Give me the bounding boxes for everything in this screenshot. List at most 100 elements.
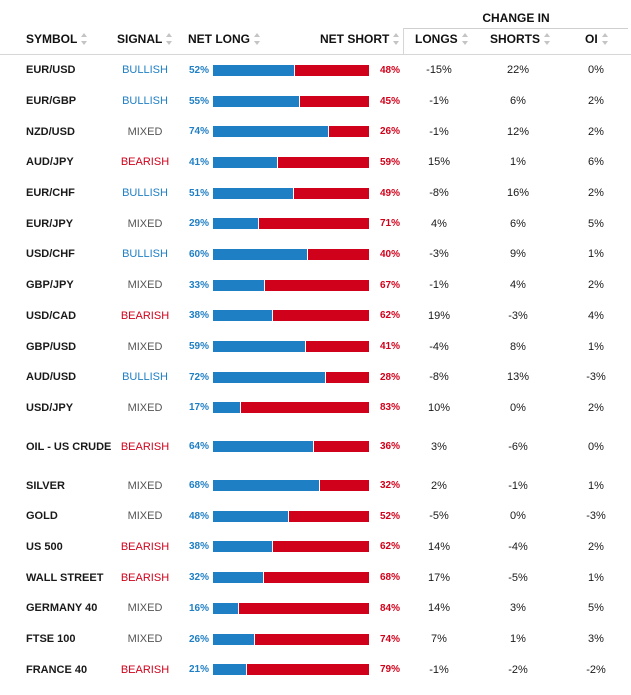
table-row[interactable]: OIL - US CRUDE BEARISH 64% 36% 3% -6% 0% [0, 423, 631, 470]
table-row[interactable]: USD/CAD BEARISH 38% 62% 19% -3% 4% [0, 301, 631, 332]
table-row[interactable]: GBP/USD MIXED 59% 41% -4% 8% 1% [0, 331, 631, 362]
net-long-value: 26% [188, 633, 209, 645]
net-long-bar [213, 156, 277, 168]
symbol-cell[interactable]: USD/CHF [26, 248, 75, 261]
sort-icon[interactable] [254, 32, 261, 45]
net-position-bar [213, 239, 369, 270]
change-oi-value: 4% [588, 309, 604, 322]
symbol-cell[interactable]: GBP/JPY [26, 279, 74, 292]
net-position-bar [213, 624, 369, 655]
change-shorts-value: 13% [506, 371, 530, 384]
header-symbol[interactable]: SYMBOL [26, 28, 88, 54]
signal-cell: BULLISH [122, 248, 168, 261]
change-oi-value: 3% [588, 633, 604, 646]
net-short-value: 68% [379, 572, 400, 584]
bar-divider [262, 572, 264, 584]
net-position-bar [213, 331, 369, 362]
net-short-bar [213, 248, 369, 260]
net-position-bar [213, 470, 369, 501]
change-longs-value: -1% [429, 125, 449, 138]
net-short-bar [213, 156, 369, 168]
table-row[interactable]: NZD/USD MIXED 74% 26% -1% 12% 2% [0, 116, 631, 147]
symbol-cell[interactable]: US 500 [26, 540, 63, 553]
change-oi-value: 1% [588, 248, 604, 261]
symbol-cell[interactable]: WALL STREET [26, 571, 104, 584]
header-net-short-label: NET SHORT [320, 32, 390, 46]
symbol-cell[interactable]: NZD/USD [26, 125, 75, 138]
net-short-bar [213, 341, 369, 353]
table-row[interactable]: USD/JPY MIXED 17% 83% 10% 0% 2% [0, 393, 631, 424]
symbol-cell[interactable]: AUD/USD [26, 371, 77, 384]
change-shorts-value: -1% [508, 479, 528, 492]
change-shorts-value: 22% [506, 64, 530, 77]
sort-icon[interactable] [544, 32, 551, 45]
bar-divider [272, 541, 274, 553]
sort-icon[interactable] [461, 32, 469, 45]
symbol-cell[interactable]: GBP/USD [26, 340, 77, 353]
symbol-cell[interactable]: AUD/JPY [26, 156, 74, 169]
header-net-short[interactable]: NET SHORT [320, 28, 400, 54]
symbol-cell[interactable]: EUR/USD [26, 64, 76, 77]
sort-icon[interactable] [81, 32, 88, 45]
symbol-cell[interactable]: GOLD [26, 510, 58, 523]
table-row[interactable]: GOLD MIXED 48% 52% -5% 0% -3% [0, 501, 631, 532]
table-row[interactable]: WALL STREET BEARISH 32% 68% 17% -5% 1% [0, 562, 631, 593]
sort-icon[interactable] [393, 32, 400, 45]
net-short-value: 41% [379, 341, 400, 353]
table-row[interactable]: GERMANY 40 MIXED 16% 84% 14% 3% 5% [0, 593, 631, 624]
net-long-bar [213, 371, 326, 383]
table-row[interactable]: USD/CHF BULLISH 60% 40% -3% 9% 1% [0, 239, 631, 270]
net-long-bar [213, 510, 288, 522]
symbol-cell[interactable]: EUR/CHF [26, 187, 75, 200]
net-short-value: 83% [379, 402, 400, 414]
net-position-bar [213, 654, 369, 685]
change-longs-value: -3% [429, 248, 449, 261]
change-shorts-value: -4% [508, 540, 528, 553]
header-oi[interactable]: OI [585, 28, 609, 54]
change-longs-value: -1% [429, 279, 449, 292]
table-row[interactable]: EUR/GBP BULLISH 55% 45% -1% 6% 2% [0, 86, 631, 117]
table-row[interactable]: US 500 BEARISH 38% 62% 14% -4% 2% [0, 532, 631, 563]
table-row[interactable]: FRANCE 40 BEARISH 21% 79% -1% -2% -2% [0, 654, 631, 685]
net-short-value: 32% [379, 480, 400, 492]
table-row[interactable]: FTSE 100 MIXED 26% 74% 7% 1% 3% [0, 624, 631, 655]
change-longs-value: 19% [427, 309, 451, 322]
net-long-bar [213, 541, 273, 553]
symbol-cell[interactable]: OIL - US CRUDE [26, 440, 112, 453]
net-long-value: 72% [188, 371, 209, 383]
net-short-bar [213, 510, 369, 522]
symbol-cell[interactable]: EUR/JPY [26, 217, 74, 230]
signal-cell: MIXED [127, 125, 163, 138]
symbol-cell[interactable]: USD/JPY [26, 401, 74, 414]
header-net-long-label: NET LONG [188, 32, 250, 46]
header-symbol-label: SYMBOL [26, 32, 78, 46]
symbol-cell[interactable]: FTSE 100 [26, 633, 76, 646]
symbol-cell[interactable]: FRANCE 40 [26, 663, 88, 676]
header-net-long[interactable]: NET LONG [188, 28, 261, 54]
table-row[interactable]: AUD/USD BULLISH 72% 28% -8% 13% -3% [0, 362, 631, 393]
symbol-cell[interactable]: SILVER [26, 479, 65, 492]
header-signal[interactable]: SIGNAL [117, 28, 173, 54]
net-long-value: 74% [188, 126, 209, 138]
table-row[interactable]: EUR/CHF BULLISH 51% 49% -8% 16% 2% [0, 178, 631, 209]
change-longs-value: -5% [429, 510, 449, 523]
bar-divider [294, 64, 296, 76]
header-longs[interactable]: LONGS [415, 28, 469, 54]
symbol-cell[interactable]: USD/CAD [26, 309, 77, 322]
signal-cell: MIXED [127, 479, 163, 492]
symbol-cell[interactable]: EUR/GBP [26, 95, 77, 108]
table-row[interactable]: SILVER MIXED 68% 32% 2% -1% 1% [0, 470, 631, 501]
sort-icon[interactable] [601, 32, 609, 45]
sort-icon[interactable] [166, 32, 173, 45]
change-oi-value: 1% [588, 340, 604, 353]
net-short-bar [213, 441, 369, 453]
table-row[interactable]: EUR/USD BULLISH 52% 48% -15% 22% 0% [0, 55, 631, 86]
bar-divider [237, 602, 239, 614]
table-row[interactable]: GBP/JPY MIXED 33% 67% -1% 4% 2% [0, 270, 631, 301]
header-shorts[interactable]: SHORTS [490, 28, 551, 54]
signal-cell: BEARISH [120, 663, 170, 676]
table-row[interactable]: EUR/JPY MIXED 29% 71% 4% 6% 5% [0, 208, 631, 239]
symbol-cell[interactable]: GERMANY 40 [26, 602, 98, 615]
table-row[interactable]: AUD/JPY BEARISH 41% 59% 15% 1% 6% [0, 147, 631, 178]
net-position-bar [213, 423, 369, 470]
